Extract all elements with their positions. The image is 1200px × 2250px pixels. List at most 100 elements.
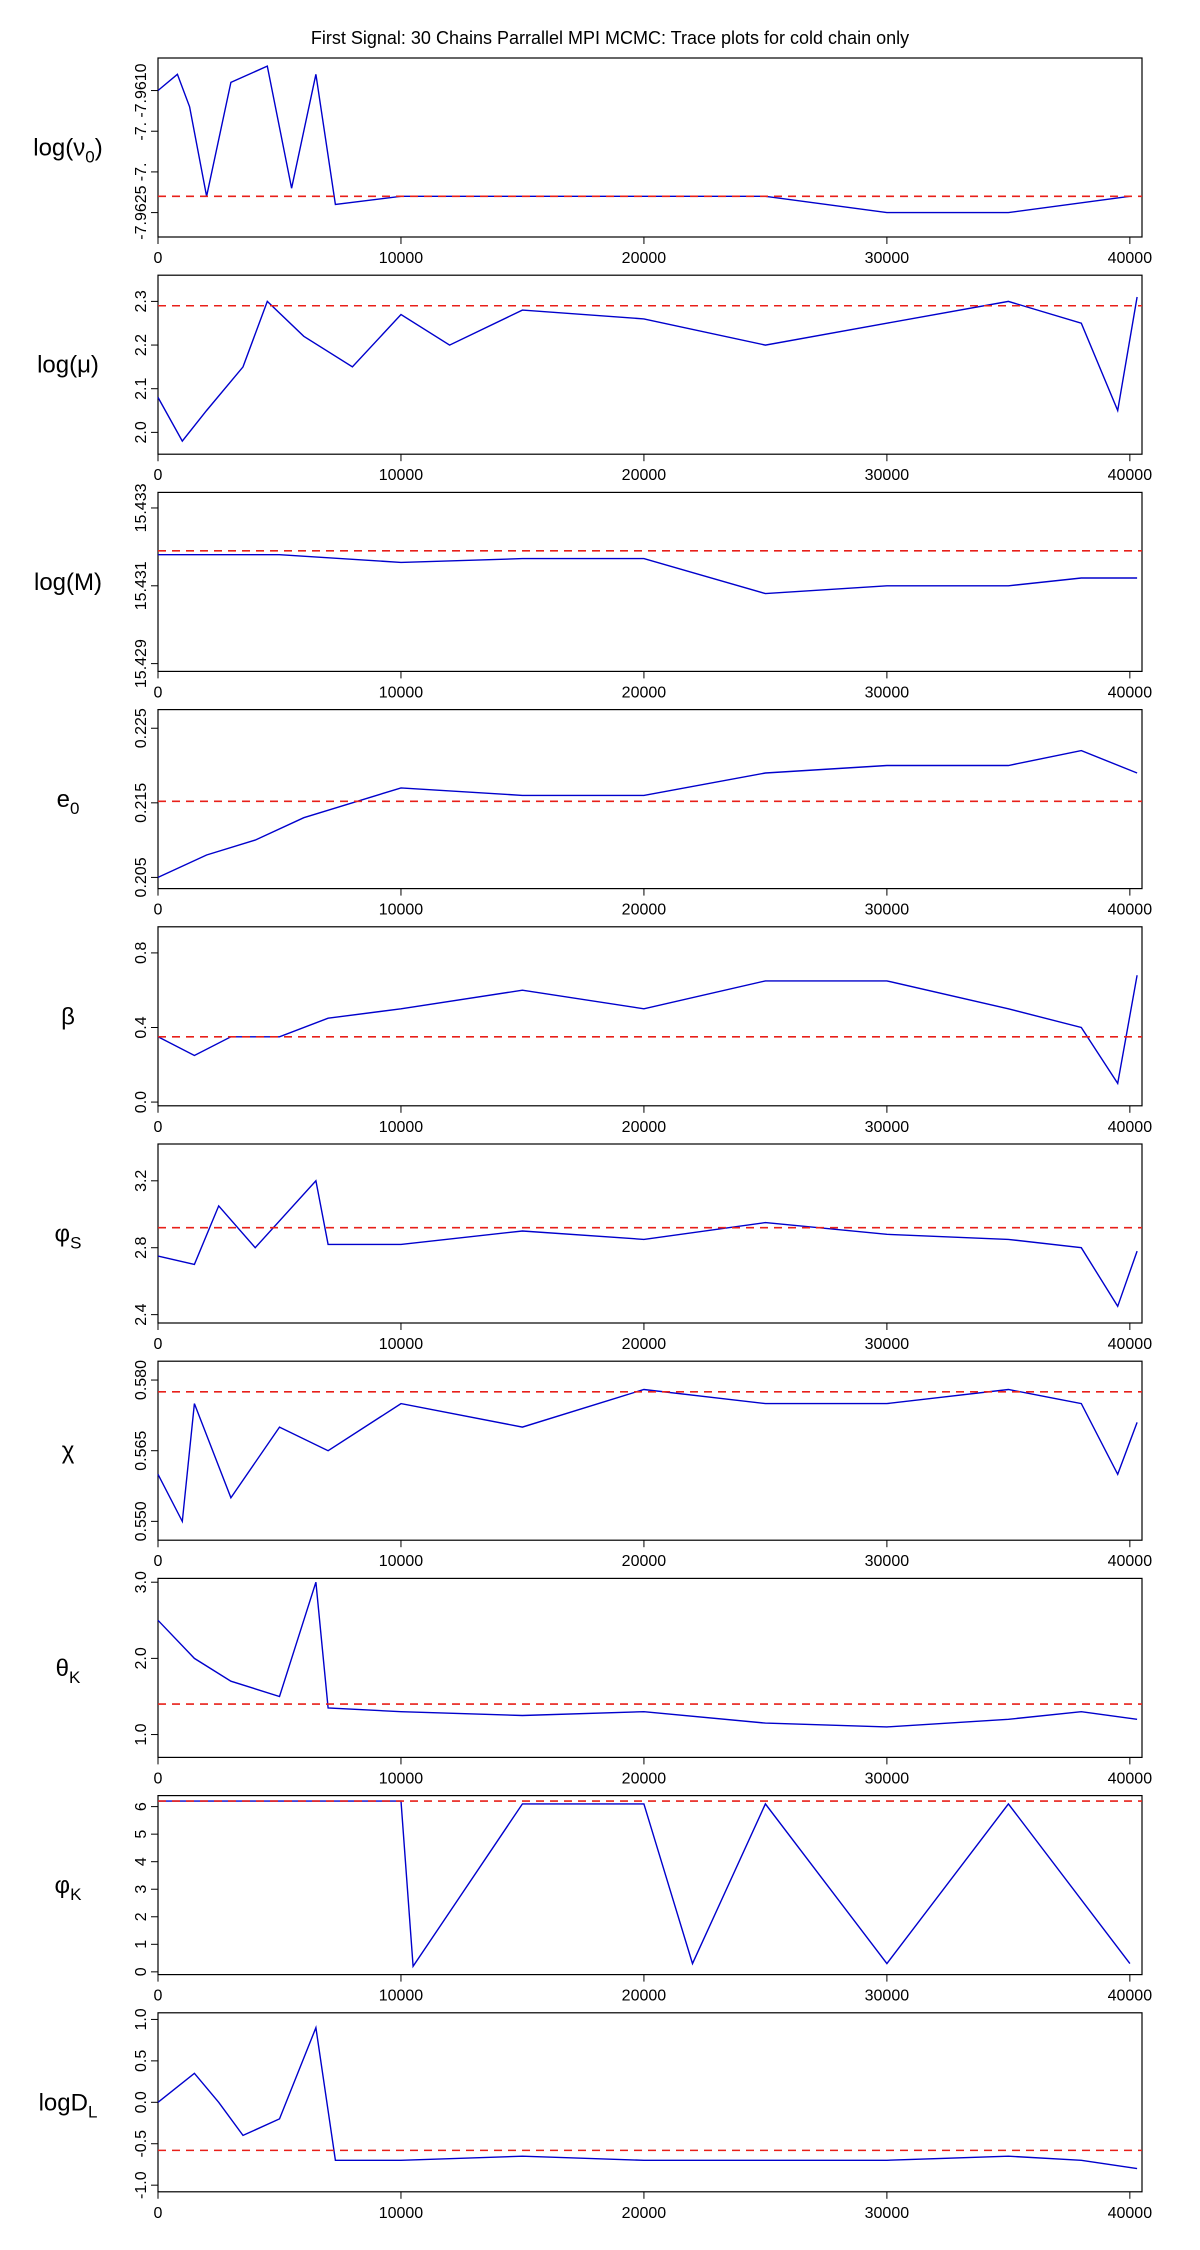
plot-frame xyxy=(157,2012,1143,2193)
y-tick-label: 0.565 xyxy=(133,1431,150,1471)
y-axis-label-suffix: ) xyxy=(91,352,99,379)
x-tick-label: 40000 xyxy=(1108,902,1153,919)
x-tick-label: 20000 xyxy=(622,1988,667,2005)
y-tick-label: 15.431 xyxy=(133,561,150,610)
y-axis-label-base: φ xyxy=(55,1221,71,1248)
panels: 0 10000 20000 30000 40000-7.9625-7.-7.-7.961… xyxy=(33,57,1153,2222)
x-tick-label: 30000 xyxy=(865,2205,910,2222)
x-tick-label: 10000 xyxy=(379,1553,424,1570)
x-tick-label: 0 xyxy=(154,1553,163,1570)
x-tick-label: 30000 xyxy=(865,1336,910,1353)
y-axis-label-base: log(ν xyxy=(33,135,85,162)
plot-frame xyxy=(157,491,1143,672)
x-tick-label: 0 xyxy=(154,467,163,484)
trace-line xyxy=(157,1179,1138,1308)
panel-log-nu0: 0 10000 20000 30000 40000 -7.9625 -7. -7. -7.961… xyxy=(33,57,1153,267)
trace-line xyxy=(157,1388,1138,1524)
x-tick-label: 0 xyxy=(154,1119,163,1136)
x-tick-label: 40000 xyxy=(1108,1988,1153,2005)
y-tick-label: 0.4 xyxy=(133,1016,150,1038)
y-tick-label: 2 xyxy=(133,1912,150,1921)
panel-theta-K: 0 10000 20000 30000 40000 1.0 2.0 3.0 θK xyxy=(56,1571,1153,1787)
x-tick-label: 0 xyxy=(154,684,163,701)
y-tick-label: 0.0 xyxy=(133,2091,150,2113)
y-tick-label: 1 xyxy=(133,1940,150,1949)
x-tick-label: 30000 xyxy=(865,1770,910,1787)
y-axis-label: χ xyxy=(62,1438,75,1465)
x-tick-label: 40000 xyxy=(1108,1553,1153,1570)
y-tick-label: 3.0 xyxy=(133,1571,150,1593)
y-axis-label-base: β xyxy=(61,1003,75,1030)
y-axis-label: φK xyxy=(55,1872,83,1904)
y-tick-label: 3 xyxy=(133,1885,150,1894)
y-axis-label: log(M) xyxy=(34,569,102,596)
y-tick-label: -1.0 xyxy=(133,2171,150,2199)
panel-beta: 0 10000 20000 30000 40000 0.0 0.4 0.8 β xyxy=(61,926,1152,1136)
plot-frame xyxy=(157,926,1143,1107)
x-tick-label: 0 xyxy=(154,2205,163,2222)
y-tick-label: 1.0 xyxy=(133,2008,150,2030)
plot-frame xyxy=(157,274,1143,455)
y-tick-label: -7. xyxy=(133,163,150,182)
y-axis-label-suffix: ) xyxy=(95,135,103,162)
y-tick-label: 2.0 xyxy=(133,421,150,443)
x-tick-label: 10000 xyxy=(379,1119,424,1136)
x-tick-label: 40000 xyxy=(1108,467,1153,484)
x-tick-label: 30000 xyxy=(865,250,910,267)
x-tick-label: 40000 xyxy=(1108,1770,1153,1787)
x-tick-label: 20000 xyxy=(622,2205,667,2222)
plot-frame xyxy=(157,57,1143,238)
y-tick-label: 2.3 xyxy=(133,290,150,312)
y-axis-label-base: e xyxy=(57,786,70,813)
y-axis-label-subscript: K xyxy=(70,1885,82,1904)
panel-log-M: 0 10000 20000 30000 40000 15.429 15.431 15.433 l… xyxy=(34,483,1152,701)
y-tick-label: 2.1 xyxy=(133,377,150,399)
y-axis-label-subscript: K xyxy=(69,1668,81,1687)
x-tick-label: 20000 xyxy=(622,902,667,919)
panel-log-mu: 0 10000 20000 30000 40000 2.0 2.1 2.2 2.3 log(μ) xyxy=(37,274,1153,484)
y-axis-label-base: χ xyxy=(62,1438,75,1465)
y-axis-label: log(μ) xyxy=(37,352,99,379)
x-tick-label: 20000 xyxy=(622,467,667,484)
trace-line xyxy=(157,1581,1138,1728)
trace-line xyxy=(157,749,1138,879)
y-tick-label: 0.8 xyxy=(133,942,150,964)
x-tick-label: 10000 xyxy=(379,2205,424,2222)
x-tick-label: 30000 xyxy=(865,902,910,919)
x-tick-label: 30000 xyxy=(865,1988,910,2005)
y-tick-label: 6 xyxy=(133,1802,150,1811)
y-tick-label: -7.9610 xyxy=(133,63,150,117)
plot-frame xyxy=(157,1143,1143,1324)
y-axis-label-suffix: ) xyxy=(94,569,102,596)
x-tick-label: 40000 xyxy=(1108,1336,1153,1353)
figure-title: First Signal: 30 Chains Parrallel MPI MC… xyxy=(311,28,909,48)
y-axis-label: log(ν0) xyxy=(33,135,103,167)
y-tick-label: 1.0 xyxy=(133,1723,150,1745)
plot-frame xyxy=(157,1794,1143,1976)
x-tick-label: 20000 xyxy=(622,1119,667,1136)
y-tick-label: 15.429 xyxy=(133,639,150,688)
trace-line xyxy=(157,2025,1138,2170)
x-tick-label: 10000 xyxy=(379,902,424,919)
y-tick-label: 0.205 xyxy=(133,857,150,897)
x-tick-label: 10000 xyxy=(379,250,424,267)
trace-line xyxy=(157,975,1138,1086)
y-tick-label: 2.2 xyxy=(133,334,150,356)
plot-frame xyxy=(157,708,1143,890)
y-axis-label-base: log(μ xyxy=(37,352,91,379)
y-tick-label: -7. xyxy=(133,122,150,141)
y-axis-label-base: logD xyxy=(39,2089,88,2116)
x-tick-label: 30000 xyxy=(865,467,910,484)
x-tick-label: 40000 xyxy=(1108,2205,1153,2222)
y-tick-label: 0.5 xyxy=(133,2050,150,2072)
x-tick-label: 40000 xyxy=(1108,250,1153,267)
y-tick-label: 0.0 xyxy=(133,1091,150,1113)
x-tick-label: 20000 xyxy=(622,1770,667,1787)
x-tick-label: 0 xyxy=(154,250,163,267)
x-tick-label: 0 xyxy=(154,1988,163,2005)
trace-line xyxy=(158,1800,1131,1969)
trace-line xyxy=(157,296,1138,443)
x-tick-label: 10000 xyxy=(379,1770,424,1787)
